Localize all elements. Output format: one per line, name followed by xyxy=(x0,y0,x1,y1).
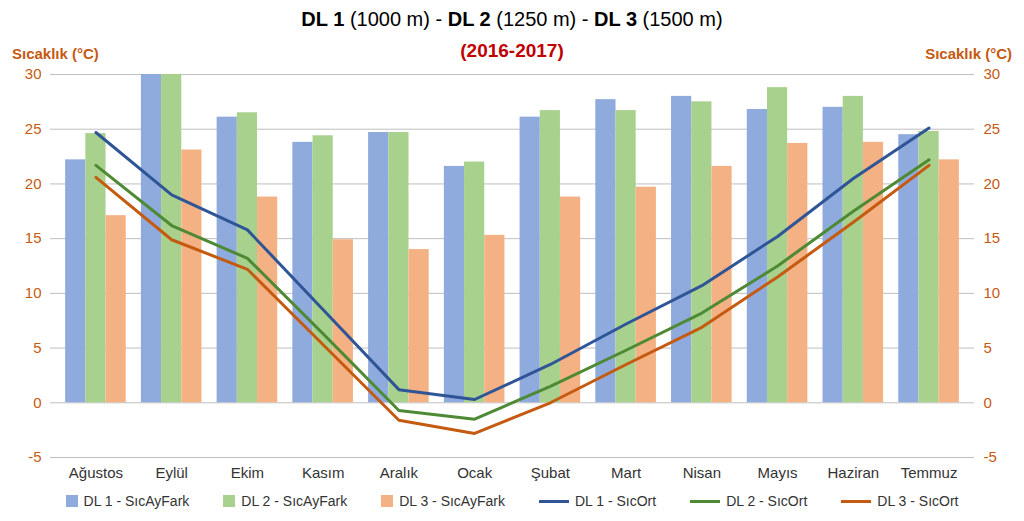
html-text:DL 1 - SıcOrt: DL 1 - SıcOrt xyxy=(575,493,657,509)
svg-text:Mart: Mart xyxy=(611,464,642,481)
html-text:DL 1 (1000 m) - DL 2 (1250 m): DL 1 (1000 m) - DL 2 (1250 m) - DL 3 (15… xyxy=(301,8,723,30)
svg-text:5: 5 xyxy=(33,339,41,356)
svg-text:Şubat: Şubat xyxy=(531,464,571,481)
svg-text:Aralık: Aralık xyxy=(380,464,419,481)
html-text:DL 2 - SıcOrt: DL 2 - SıcOrt xyxy=(726,493,808,509)
svg-text:20: 20 xyxy=(984,175,1001,192)
svg-text:Ocak: Ocak xyxy=(457,464,493,481)
svg-text:15: 15 xyxy=(984,229,1001,246)
html-text:Sıcaklık (°C): Sıcaklık (°C) xyxy=(925,45,1012,62)
svg-text:30: 30 xyxy=(984,65,1001,82)
svg-text:-5: -5 xyxy=(28,448,41,465)
html-text:DL 1 - SıcAyFark: DL 1 - SıcAyFark xyxy=(83,493,190,509)
svg-text:Temmuz: Temmuz xyxy=(901,464,958,481)
svg-text:Mayıs: Mayıs xyxy=(758,464,798,481)
svg-text:Nisan: Nisan xyxy=(683,464,721,481)
svg-text:0: 0 xyxy=(984,394,992,411)
svg-text:-5: -5 xyxy=(984,448,997,465)
svg-text:10: 10 xyxy=(984,284,1001,301)
svg-text:Ekim: Ekim xyxy=(231,464,264,481)
svg-text:Haziran: Haziran xyxy=(827,464,879,481)
html-text:DL 3 - SıcOrt: DL 3 - SıcOrt xyxy=(877,493,959,509)
svg-text:25: 25 xyxy=(25,120,42,137)
svg-text:Eylül: Eylül xyxy=(155,464,188,481)
svg-text:30: 30 xyxy=(25,65,42,82)
svg-text:5: 5 xyxy=(984,339,992,356)
svg-text:20: 20 xyxy=(25,175,42,192)
html-text:Sıcaklık (°C): Sıcaklık (°C) xyxy=(12,45,99,62)
html-text:(2016-2017): (2016-2017) xyxy=(460,40,564,61)
html-text:DL 3 - SıcAyFark: DL 3 - SıcAyFark xyxy=(399,493,505,509)
html-text:DL 2 - SıcAyFark: DL 2 - SıcAyFark xyxy=(241,493,348,509)
svg-text:15: 15 xyxy=(25,229,42,246)
svg-text:0: 0 xyxy=(33,394,41,411)
svg-text:Kasım: Kasım xyxy=(302,464,345,481)
svg-text:25: 25 xyxy=(984,120,1001,137)
svg-text:10: 10 xyxy=(25,284,42,301)
svg-text:Ağustos: Ağustos xyxy=(69,464,123,481)
